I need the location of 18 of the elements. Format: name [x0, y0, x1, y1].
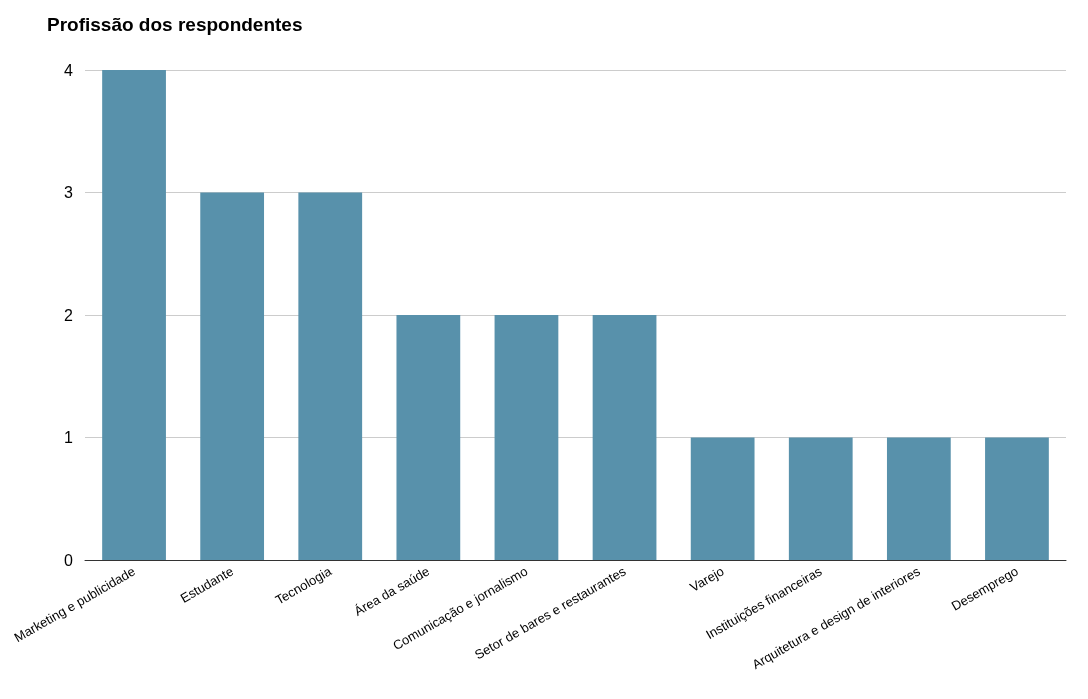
bar — [298, 192, 363, 560]
chart-title: Profissão dos respondentes — [47, 14, 303, 35]
bar — [494, 315, 559, 560]
y-tick-label: 1 — [64, 429, 74, 446]
bar — [690, 437, 755, 560]
bar — [396, 315, 461, 560]
bar — [886, 437, 951, 560]
y-tick-label: 2 — [64, 306, 74, 324]
x-tick-label: Área da saúde — [351, 563, 433, 619]
bar — [200, 192, 265, 560]
y-tick-label: 3 — [64, 184, 74, 201]
y-tick-label: 0 — [64, 551, 74, 569]
bar — [592, 315, 657, 560]
bar — [985, 437, 1049, 560]
y-tick-label: 4 — [64, 61, 74, 79]
bar — [788, 437, 853, 560]
bar — [102, 70, 166, 560]
x-tick-label: Varejo — [687, 563, 727, 595]
